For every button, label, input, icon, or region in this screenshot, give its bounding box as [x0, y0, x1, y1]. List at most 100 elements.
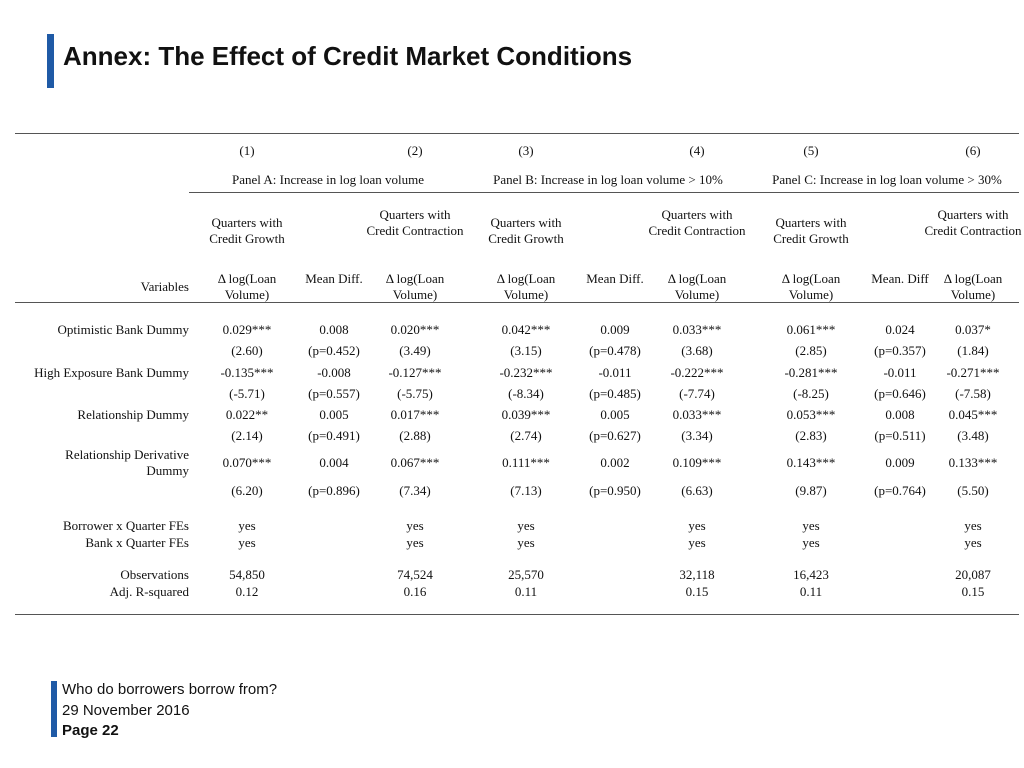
variable-header: Δ log(Loan Volume) — [943, 271, 1003, 302]
footer-date: 29 November 2016 — [62, 702, 190, 719]
coefficient-cell: 0.042*** — [501, 322, 551, 337]
statistic-label: Observations — [120, 567, 189, 582]
statistic-cell: (2.74) — [510, 428, 542, 443]
row-label: Relationship Dummy — [77, 407, 189, 422]
coefficient-cell: 0.004 — [319, 455, 349, 470]
variable-header: Δ log(Loan Volume) — [496, 271, 556, 302]
coefficient-cell: 0.039*** — [501, 407, 551, 422]
statistic-cell: (p=0.478) — [589, 343, 641, 358]
coefficient-cell: -0.008 — [317, 365, 351, 380]
panel-header: Panel B: Increase in log loan volume > 1… — [493, 172, 723, 187]
statistic-value-cell: 54,850 — [229, 567, 265, 582]
column-number: (3) — [518, 143, 534, 158]
variable-header: Mean Diff. — [586, 271, 644, 286]
coefficient-cell: 0.070*** — [222, 455, 272, 470]
statistic-cell: (3.34) — [681, 428, 713, 443]
coefficient-cell: -0.127*** — [388, 365, 442, 380]
statistic-value-cell: 20,087 — [955, 567, 991, 582]
statistic-cell: (7.34) — [399, 483, 431, 498]
statistic-cell: (p=0.491) — [308, 428, 360, 443]
coefficient-cell: 0.053*** — [786, 407, 836, 422]
group-header: Quarters with Credit Growth — [773, 215, 849, 246]
fixed-effect-cell: yes — [802, 518, 820, 533]
table-rule — [189, 192, 1019, 193]
table-rule — [15, 614, 1019, 615]
statistic-value-cell: 0.11 — [514, 584, 538, 599]
row-label: Optimistic Bank Dummy — [57, 322, 189, 337]
fixed-effect-cell: yes — [802, 535, 820, 550]
footer-page-number: Page 22 — [62, 722, 119, 739]
coefficient-cell: -0.232*** — [499, 365, 553, 380]
statistic-cell: (p=0.950) — [589, 483, 641, 498]
statistic-cell: (p=0.357) — [874, 343, 926, 358]
statistic-cell: (9.87) — [795, 483, 827, 498]
coefficient-cell: 0.020*** — [390, 322, 440, 337]
statistic-cell: (2.85) — [795, 343, 827, 358]
footer-presentation-title: Who do borrowers borrow from? — [62, 681, 278, 698]
coefficient-cell: 0.133*** — [948, 455, 998, 470]
group-header: Quarters with Credit Growth — [488, 215, 564, 246]
fixed-effect-cell: yes — [688, 535, 706, 550]
coefficient-cell: 0.029*** — [222, 322, 272, 337]
coefficient-cell: 0.022** — [225, 407, 269, 422]
statistic-cell: (p=0.896) — [308, 483, 360, 498]
statistic-cell: (3.48) — [957, 428, 989, 443]
column-number: (2) — [407, 143, 423, 158]
statistic-cell: (2.88) — [399, 428, 431, 443]
coefficient-cell: -0.011 — [598, 365, 632, 380]
statistic-cell: (2.83) — [795, 428, 827, 443]
coefficient-cell: 0.061*** — [786, 322, 836, 337]
statistic-value-cell: 0.16 — [403, 584, 427, 599]
coefficient-cell: 0.037* — [955, 322, 991, 337]
coefficient-cell: 0.002 — [600, 455, 630, 470]
statistic-cell: (7.13) — [510, 483, 542, 498]
variable-header: Δ log(Loan Volume) — [385, 271, 445, 302]
statistic-cell: (p=0.646) — [874, 386, 926, 401]
coefficient-cell: 0.017*** — [390, 407, 440, 422]
statistic-cell: (p=0.452) — [308, 343, 360, 358]
coefficient-cell: 0.033*** — [672, 322, 722, 337]
statistic-cell: (-7.74) — [679, 386, 715, 401]
statistic-label: Adj. R-squared — [109, 584, 189, 599]
coefficient-cell: -0.271*** — [946, 365, 1000, 380]
statistic-cell: (3.15) — [510, 343, 542, 358]
fixed-effect-cell: yes — [406, 535, 424, 550]
table-rule — [15, 133, 1019, 134]
statistic-cell: (2.14) — [231, 428, 263, 443]
statistic-value-cell: 32,118 — [679, 567, 715, 582]
fixed-effect-cell: yes — [517, 535, 535, 550]
group-header: Quarters with Credit Growth — [209, 215, 285, 246]
title-accent-bar — [47, 34, 54, 88]
coefficient-cell: -0.135*** — [220, 365, 274, 380]
fixed-effect-label: Bank x Quarter FEs — [85, 535, 189, 550]
coefficient-cell: 0.111*** — [502, 455, 550, 470]
column-number: (5) — [803, 143, 819, 158]
variable-header: Δ log(Loan Volume) — [667, 271, 727, 302]
statistic-cell: (6.63) — [681, 483, 713, 498]
statistic-cell: (6.20) — [231, 483, 263, 498]
statistic-cell: (p=0.764) — [874, 483, 926, 498]
statistic-value-cell: 16,423 — [793, 567, 829, 582]
variables-label: Variables — [140, 279, 189, 294]
statistic-cell: (-5.71) — [229, 386, 265, 401]
table-rule — [15, 302, 1019, 303]
statistic-cell: (p=0.485) — [589, 386, 641, 401]
coefficient-cell: 0.005 — [319, 407, 349, 422]
coefficient-cell: 0.045*** — [948, 407, 998, 422]
statistic-value-cell: 0.12 — [235, 584, 259, 599]
coefficient-cell: 0.009 — [600, 322, 630, 337]
column-number: (4) — [689, 143, 705, 158]
coefficient-cell: 0.005 — [600, 407, 630, 422]
statistic-value-cell: 0.15 — [961, 584, 985, 599]
statistic-cell: (-8.34) — [508, 386, 544, 401]
fixed-effect-cell: yes — [238, 535, 256, 550]
statistic-cell: (3.68) — [681, 343, 713, 358]
fixed-effect-cell: yes — [964, 518, 982, 533]
row-label: High Exposure Bank Dummy — [34, 365, 189, 380]
coefficient-cell: -0.011 — [883, 365, 917, 380]
coefficient-cell: 0.008 — [319, 322, 349, 337]
statistic-cell: (5.50) — [957, 483, 989, 498]
statistic-value-cell: 25,570 — [508, 567, 544, 582]
coefficient-cell: 0.024 — [885, 322, 915, 337]
statistic-cell: (3.49) — [399, 343, 431, 358]
